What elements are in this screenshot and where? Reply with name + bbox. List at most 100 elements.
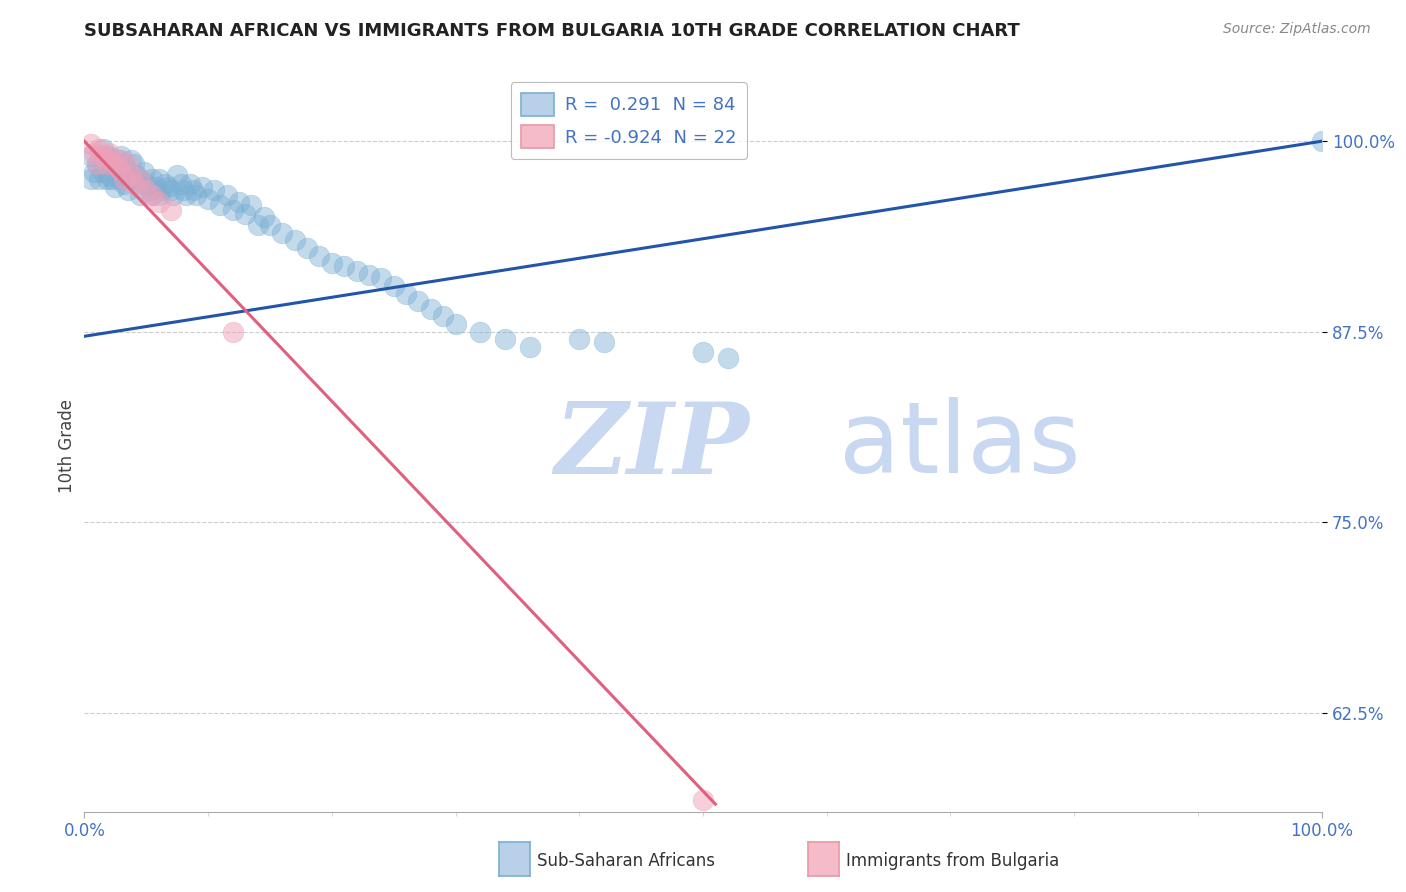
Point [122, 177, 145, 191]
Point [108, 172, 131, 186]
Point [419, 301, 441, 316]
Point [79, 149, 101, 163]
Point [295, 241, 318, 255]
Point [181, 183, 204, 197]
Point [174, 187, 197, 202]
Point [91, 142, 114, 156]
Point [122, 172, 145, 186]
Y-axis label: 10th Grade: 10th Grade [58, 399, 76, 493]
Point [112, 157, 135, 171]
Point [89, 142, 111, 156]
Point [129, 172, 152, 186]
Point [104, 180, 127, 194]
Point [135, 177, 157, 191]
Point [132, 165, 155, 179]
Point [141, 172, 163, 186]
Point [240, 198, 263, 212]
Point [308, 248, 330, 262]
Point [333, 259, 356, 273]
Point [83, 146, 105, 161]
Point [141, 187, 163, 202]
Point [141, 187, 163, 202]
Point [98, 168, 121, 182]
Point [148, 172, 170, 186]
Point [117, 183, 139, 197]
Point [692, 792, 714, 806]
Point [104, 157, 127, 171]
Point [86, 157, 108, 171]
Point [148, 187, 170, 202]
Point [233, 207, 256, 221]
Point [110, 168, 132, 182]
Point [494, 332, 516, 346]
Text: atlas: atlas [839, 398, 1081, 494]
Point [110, 149, 132, 163]
Point [117, 157, 139, 171]
Point [408, 294, 430, 309]
Text: ZIP: ZIP [554, 398, 749, 494]
Point [83, 165, 105, 179]
Point [444, 317, 467, 331]
Point [370, 271, 392, 285]
Point [593, 335, 616, 350]
Point [122, 157, 145, 171]
Text: SUBSAHARAN AFRICAN VS IMMIGRANTS FROM BULGARIA 10TH GRADE CORRELATION CHART: SUBSAHARAN AFRICAN VS IMMIGRANTS FROM BU… [84, 22, 1021, 40]
Point [160, 183, 183, 197]
Point [79, 172, 101, 186]
Point [160, 202, 183, 217]
Point [470, 325, 492, 339]
Point [86, 157, 108, 171]
Text: Immigrants from Bulgaria: Immigrants from Bulgaria [846, 852, 1060, 870]
Point [91, 165, 114, 179]
Point [432, 310, 454, 324]
Point [157, 180, 180, 194]
Point [197, 192, 219, 206]
Point [228, 195, 250, 210]
Point [148, 195, 170, 210]
Point [135, 183, 157, 197]
Point [145, 180, 167, 194]
Point [222, 202, 245, 217]
Point [112, 177, 135, 191]
Point [191, 180, 214, 194]
Point [79, 137, 101, 152]
Point [96, 172, 118, 186]
Point [98, 146, 121, 161]
Point [222, 325, 245, 339]
Point [717, 351, 740, 365]
Point [117, 165, 139, 179]
Point [98, 149, 121, 163]
Point [357, 268, 380, 283]
Point [382, 279, 405, 293]
Point [259, 218, 281, 232]
Point [184, 187, 207, 202]
Point [138, 183, 160, 197]
Point [120, 153, 142, 167]
Point [209, 198, 232, 212]
Point [129, 187, 152, 202]
Point [150, 183, 173, 197]
Point [346, 264, 368, 278]
Point [271, 226, 294, 240]
Text: Source: ZipAtlas.com: Source: ZipAtlas.com [1223, 22, 1371, 37]
Point [125, 168, 148, 182]
Point [172, 183, 194, 197]
Point [166, 168, 188, 182]
Point [246, 218, 269, 232]
Point [215, 187, 238, 202]
Point [96, 157, 118, 171]
Point [100, 153, 122, 167]
Legend: R =  0.291  N = 84, R = -0.924  N = 22: R = 0.291 N = 84, R = -0.924 N = 22 [510, 82, 747, 159]
Point [129, 172, 152, 186]
Point [202, 183, 225, 197]
Point [153, 177, 176, 191]
Point [89, 172, 111, 186]
Point [253, 211, 276, 225]
Text: Sub-Saharan Africans: Sub-Saharan Africans [537, 852, 716, 870]
Point [162, 187, 184, 202]
Point [110, 153, 132, 167]
Point [120, 168, 142, 182]
Point [104, 157, 127, 171]
Point [284, 233, 307, 247]
Point [91, 149, 114, 163]
